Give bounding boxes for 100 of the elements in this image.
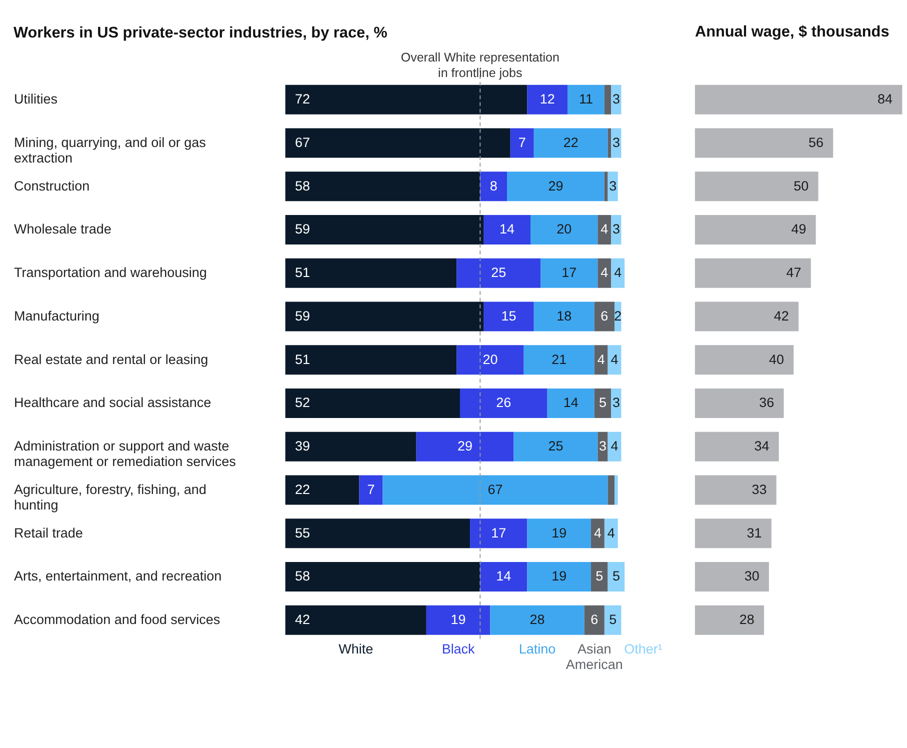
bar	[416, 432, 514, 462]
data-label: 26	[496, 395, 512, 410]
data-label: 4	[597, 352, 606, 367]
data-label: 4	[600, 222, 609, 237]
bar	[285, 605, 426, 635]
data-label: 7	[367, 482, 375, 497]
data-label: 36	[759, 395, 774, 410]
bar	[285, 128, 510, 158]
data-label: 22	[563, 134, 578, 150]
bar	[285, 258, 457, 288]
data-label: 3	[612, 134, 620, 150]
bar	[510, 128, 534, 158]
data-label: 5	[596, 568, 604, 584]
data-label: 11	[578, 92, 593, 107]
bar	[694, 84, 902, 114]
bar	[285, 518, 470, 548]
bar	[285, 302, 484, 332]
bar	[285, 172, 480, 202]
data-label: 55	[294, 525, 310, 540]
y-tick-label: Agriculture, forestry, fishing, and hunting	[14, 482, 206, 512]
bar	[547, 388, 594, 418]
bar	[460, 388, 548, 418]
data-label: 59	[294, 308, 310, 324]
data-label: 28	[739, 612, 754, 628]
data-label: 5	[599, 395, 606, 410]
bar	[285, 388, 460, 418]
data-label: 51	[294, 265, 310, 280]
data-label: 29	[458, 438, 473, 454]
bar	[694, 432, 779, 462]
y-tick-label: Mining, quarrying, and oil or gas extraction	[14, 134, 206, 166]
data-label: 42	[774, 308, 789, 324]
bar	[590, 518, 604, 548]
data-label: 3	[612, 92, 620, 107]
y-tick-label: Manufacturing	[14, 308, 100, 324]
bar	[694, 518, 772, 548]
chart-title: Annual wage, $ thousands	[694, 24, 890, 41]
data-label: 72	[294, 92, 310, 107]
data-label: 67	[294, 134, 310, 150]
bar	[694, 345, 794, 375]
bar	[608, 562, 625, 592]
bar	[514, 432, 598, 462]
data-label: 59	[294, 222, 310, 237]
data-label: 29	[548, 178, 564, 194]
data-label: 4	[610, 352, 619, 367]
data-label: 3	[609, 178, 617, 194]
data-label: 39	[294, 438, 310, 454]
data-label: 47	[786, 265, 802, 280]
bar	[608, 475, 615, 505]
bar	[484, 215, 531, 245]
y-tick-label: Real estate and rental or leasing	[14, 352, 208, 367]
data-label: 19	[450, 612, 466, 628]
series-label: Black	[442, 641, 476, 656]
data-label: 28	[530, 612, 545, 628]
bar	[694, 302, 799, 332]
bar	[567, 84, 604, 114]
bar	[604, 84, 612, 114]
data-label: 17	[491, 525, 506, 540]
y-tick-label: Retail trade	[14, 525, 83, 540]
data-label: 6	[590, 612, 598, 628]
bar	[604, 172, 608, 202]
bar	[426, 605, 490, 635]
data-label: 3	[612, 395, 620, 410]
bar	[614, 475, 618, 505]
bar	[594, 345, 608, 375]
data-label: 4	[610, 438, 619, 454]
data-label: 14	[500, 222, 516, 237]
data-label: 50	[794, 178, 809, 194]
bar	[694, 215, 816, 245]
y-tick-label: Administration or support and waste management or remediation services	[14, 438, 236, 469]
data-label: 30	[744, 568, 760, 584]
bar	[285, 215, 484, 245]
bar	[590, 562, 608, 592]
data-label: 34	[754, 438, 770, 454]
data-label: 22	[294, 482, 310, 497]
bar	[534, 128, 608, 158]
data-label: 4	[607, 525, 616, 540]
data-label: 25	[491, 265, 506, 280]
bar	[285, 475, 360, 505]
y-tick-label: Construction	[14, 178, 90, 194]
bar	[285, 562, 480, 592]
series-label: White	[338, 641, 374, 656]
bar	[598, 215, 612, 245]
ref-line-label: Overall White representation in frontline jobs	[400, 50, 560, 80]
data-label: 58	[294, 568, 310, 584]
data-label: 51	[294, 352, 310, 367]
bar	[507, 172, 604, 202]
data-label: 4	[600, 265, 609, 280]
bar	[594, 302, 615, 332]
bar	[490, 605, 584, 635]
bar	[598, 432, 608, 462]
data-label: 56	[808, 134, 824, 150]
bar	[527, 562, 591, 592]
data-label: 14	[563, 395, 579, 410]
bar	[540, 258, 598, 288]
bar	[456, 258, 541, 288]
data-label: 40	[768, 352, 784, 367]
data-label: 17	[562, 265, 577, 280]
data-label: 4	[594, 525, 602, 540]
bar	[694, 562, 769, 592]
bar	[611, 258, 625, 288]
